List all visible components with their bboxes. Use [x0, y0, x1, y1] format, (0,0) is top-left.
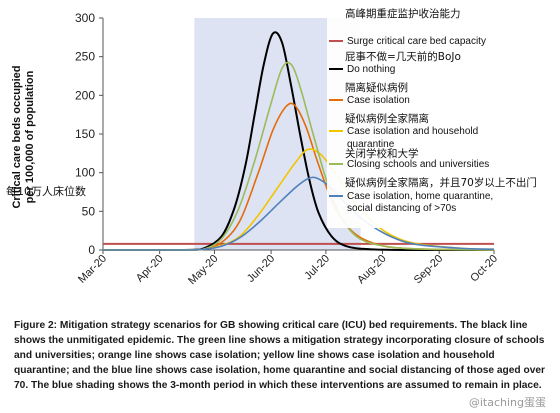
x-tick-label: Apr-20 [134, 253, 166, 285]
y-tick-label: 150 [75, 127, 95, 141]
y-axis-label-line-1: Critical care beds occupied [11, 65, 23, 208]
x-tick-label: Aug-20 [355, 253, 389, 287]
legend-cn-label-1: 屁事不做=几天前的BoJo [345, 50, 461, 63]
x-tick-label: Jun-20 [245, 253, 277, 285]
y-tick-label: 0 [88, 243, 95, 257]
legend-cn-label-5: 疑似病例全家隔离，并且70岁以上不出门 [345, 176, 537, 189]
legend-en-label-4: Closing schools and universities [347, 159, 489, 170]
series-line-5 [102, 176, 495, 251]
legend-en-label-3: Case isolation and household [347, 126, 478, 137]
y-axis-label-line-2: per 100,000 of population [24, 70, 36, 203]
y-axis-label-cn: 每10万人床位数 [6, 184, 86, 198]
x-tick-label: Sep-20 [412, 253, 446, 287]
legend-en-label-1: Do nothing [347, 64, 395, 75]
y-tick-label: 250 [75, 50, 95, 64]
y-tick-label: 300 [75, 11, 95, 25]
x-tick-label: Jul-20 [302, 253, 332, 283]
y-tick-label: 50 [82, 204, 96, 218]
legend-box [327, 6, 495, 228]
legend-cn-label-3: 疑似病例全家隔离 [345, 112, 429, 125]
x-tick-label: May-20 [186, 253, 220, 287]
watermark: @itaching蛋蛋 [468, 396, 546, 409]
legend-en-label-0: Surge critical care bed capacity [347, 36, 486, 47]
legend-en-label-5: Case isolation, home quarantine, [347, 191, 493, 202]
figure-caption: Figure 2: Mitigation strategy scenarios … [14, 320, 545, 392]
legend-cn-label-4: 关闭学校和大学 [345, 147, 419, 160]
legend-en-label-2: Case isolation [347, 95, 410, 106]
legend-en-label-3: quarantine [347, 139, 395, 150]
legend-cn-label-2: 隔离疑似病例 [345, 81, 408, 94]
legend-cn-label-0: 高峰期重症监护收治能力 [345, 7, 461, 20]
x-tick-label: Mar-20 [76, 253, 109, 286]
series-line-1 [102, 31, 494, 252]
legend-en-label-5: social distancing of >70s [347, 203, 456, 214]
series-line-4 [102, 61, 495, 251]
x-tick-label: Oct-20 [468, 253, 500, 285]
y-tick-label: 100 [75, 166, 95, 180]
y-tick-label: 200 [75, 88, 95, 102]
